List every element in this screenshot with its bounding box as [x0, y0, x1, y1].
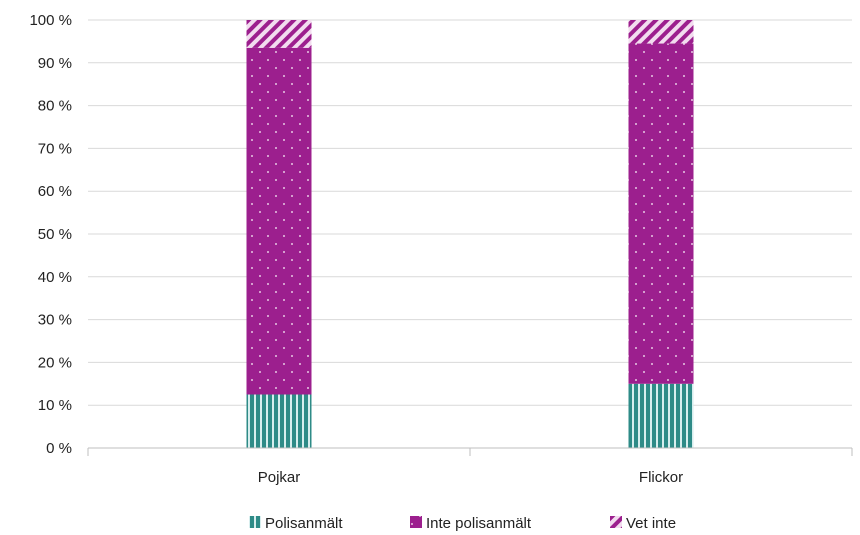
bar-segment-1-1 — [246, 394, 312, 448]
gridlines — [88, 19, 852, 406]
y-axis-tick-labels: 0 % 10 % 20 % 30 % 40 % 50 % 60 % 70 % 80 % 90 % 1… — [29, 12, 72, 457]
y-tick-label: 50 % — [38, 226, 72, 243]
x-axis-category-labels: Pojkar Flickor — [258, 469, 683, 486]
y-tick-label: 10 % — [38, 397, 72, 414]
y-tick-label: 70 % — [38, 140, 72, 157]
bars — [246, 20, 694, 448]
legend-item: Polisanmält — [249, 515, 343, 532]
legend-swatch — [610, 516, 622, 528]
bar-segment-3-1 — [246, 20, 312, 48]
y-tick-label: 100 % — [29, 12, 72, 29]
legend-item: Vet inte — [610, 515, 676, 532]
bar-segment-3-2 — [628, 20, 694, 44]
bar-segment-2-2 — [628, 43, 694, 384]
y-tick-label: 30 % — [38, 312, 72, 329]
legend-label: Inte polisanmält — [426, 515, 532, 532]
bar-segment-1-2 — [628, 383, 694, 448]
y-tick-label: 20 % — [38, 354, 72, 371]
y-tick-label: 60 % — [38, 183, 72, 200]
legend-item: Inte polisanmält — [410, 515, 532, 532]
legend-label: Polisanmält — [265, 515, 343, 532]
legend-swatch — [249, 516, 261, 528]
y-tick-label: 80 % — [38, 98, 72, 115]
legend-label: Vet inte — [626, 515, 676, 532]
legend-swatch — [410, 516, 422, 528]
bar-segment-2-1 — [246, 47, 312, 395]
x-category-label: Pojkar — [258, 469, 301, 486]
y-tick-label: 40 % — [38, 269, 72, 286]
y-tick-label: 0 % — [46, 440, 72, 457]
y-tick-label: 90 % — [38, 55, 72, 72]
x-category-label: Flickor — [639, 469, 683, 486]
legend: Polisanmält Inte polisanmält Vet inte — [249, 515, 676, 532]
x-axis — [87, 447, 853, 456]
